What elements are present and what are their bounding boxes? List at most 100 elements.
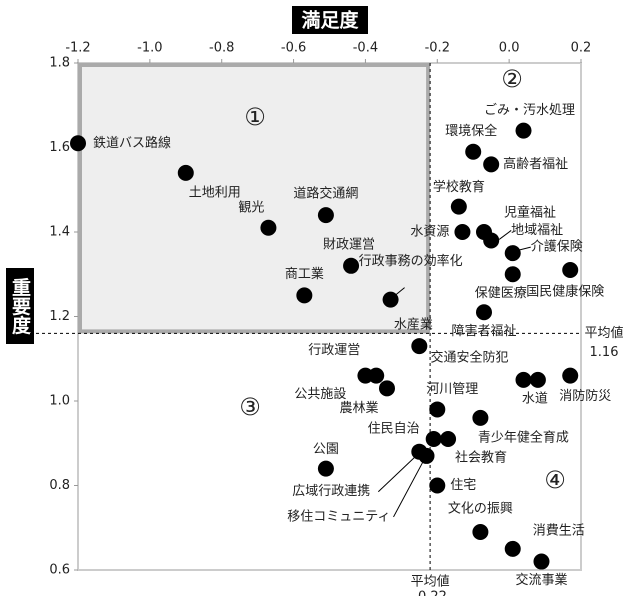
- point: [429, 477, 446, 494]
- point: [378, 380, 395, 397]
- y-tick-label: 1.0: [49, 394, 70, 409]
- point-label: 障害者福祉: [451, 323, 516, 339]
- point-label: 行政事務の効率化: [359, 253, 463, 269]
- point: [562, 262, 579, 279]
- point-label: 住宅: [450, 478, 476, 493]
- point: [296, 287, 313, 304]
- point-label: 行政運営: [308, 343, 360, 358]
- point-label: 水資源: [410, 225, 449, 240]
- point-label: 農林業: [339, 400, 378, 416]
- point: [343, 257, 360, 274]
- leader-line: [377, 454, 418, 493]
- leader-line: [498, 230, 512, 240]
- point: [260, 219, 277, 236]
- point-label: 国民健康保険: [526, 284, 604, 300]
- point-label: 文化の振興: [448, 501, 513, 516]
- point-label: 児童福祉: [504, 205, 556, 221]
- y-tick-label: 1.4: [49, 225, 70, 240]
- point-label: 消費生活: [533, 523, 585, 538]
- y-axis-title: 重要度: [9, 277, 31, 335]
- point: [483, 232, 500, 249]
- x-tick-label: -1.0: [137, 41, 162, 56]
- point: [411, 338, 428, 355]
- mean-value-label: 1.16: [590, 345, 619, 360]
- point: [504, 540, 521, 557]
- point-label: 水産業: [394, 317, 433, 333]
- point-label: 高齢者福祉: [503, 156, 568, 172]
- point: [504, 245, 521, 262]
- point: [533, 553, 550, 570]
- point-label: 地域福祉: [511, 223, 563, 238]
- point: [475, 304, 492, 321]
- point: [317, 207, 334, 224]
- y-tick-label: 1.6: [49, 140, 70, 155]
- point-label: 学校教育: [433, 179, 485, 195]
- point: [562, 367, 579, 384]
- y-tick-label: 1.8: [49, 56, 70, 71]
- point: [382, 291, 399, 308]
- point-label: 介護保険: [531, 239, 583, 255]
- mean-label: 平均値: [584, 325, 623, 341]
- quadrant-box: [78, 63, 431, 334]
- x-tick-label: -0.8: [209, 41, 234, 56]
- point-label: 土地利用: [189, 185, 241, 200]
- leader-line: [518, 246, 531, 251]
- quadrant-label: ④: [544, 466, 566, 494]
- y-tick-label: 0.8: [49, 478, 70, 493]
- point: [429, 401, 446, 418]
- quadrant-label: ①: [244, 103, 266, 131]
- point-label: ごみ・汚水処理: [484, 102, 575, 118]
- x-title-box: [292, 6, 368, 34]
- point-label: 公共施設: [294, 386, 346, 402]
- point-label: 道路交通網: [293, 186, 358, 202]
- point-label: 観光: [238, 200, 264, 215]
- point: [177, 164, 194, 181]
- point: [357, 367, 374, 384]
- point: [515, 122, 532, 139]
- point: [529, 371, 546, 388]
- mean-label: 平均値: [411, 574, 450, 590]
- point-label: 移住コミュニティ: [287, 509, 390, 524]
- y-tick-label: 1.2: [49, 309, 70, 324]
- point: [70, 135, 86, 152]
- point: [317, 460, 334, 477]
- x-tick-label: 0.0: [499, 41, 520, 56]
- point: [425, 431, 442, 448]
- point-label: 環境保全: [445, 123, 497, 139]
- point: [465, 143, 482, 160]
- point: [472, 523, 489, 540]
- point: [472, 409, 489, 426]
- point-label: 保健医療: [475, 286, 527, 301]
- point: [515, 371, 532, 388]
- x-tick-label: 0.2: [571, 41, 592, 56]
- point-label: 財政運営: [323, 237, 375, 252]
- quadrant-label: ②: [501, 65, 523, 93]
- y-tick-label: 0.6: [49, 563, 70, 578]
- point-label: 広域行政連携: [292, 483, 370, 499]
- point-label: 商工業: [285, 266, 324, 282]
- point: [483, 156, 500, 173]
- x-tick-label: -0.6: [281, 41, 306, 56]
- point-label: 消防防災: [559, 388, 611, 404]
- point-label: 交流事業: [515, 572, 567, 588]
- point-label: 住民自治: [368, 422, 420, 437]
- x-tick-label: -0.4: [353, 41, 378, 56]
- quadrant-label: ③: [239, 393, 261, 421]
- point-label: 水道: [522, 391, 548, 406]
- point: [454, 224, 471, 240]
- x-axis-title: 満足度: [301, 9, 359, 32]
- point-label: 社会教育: [455, 450, 507, 466]
- point: [504, 266, 521, 283]
- point-label: 河川管理: [426, 382, 478, 397]
- point-label: 青少年健全育成: [478, 429, 569, 445]
- x-tick-label: -1.2: [65, 41, 90, 56]
- x-tick-label: -0.2: [425, 41, 450, 56]
- y-title-box: [6, 268, 34, 344]
- point-label: 鉄道バス路線: [93, 135, 171, 151]
- point: [450, 198, 467, 215]
- point-label: 交通安全防犯: [431, 349, 509, 365]
- leader-line: [393, 458, 425, 518]
- point: [418, 447, 435, 464]
- point-label: 公園: [313, 442, 339, 457]
